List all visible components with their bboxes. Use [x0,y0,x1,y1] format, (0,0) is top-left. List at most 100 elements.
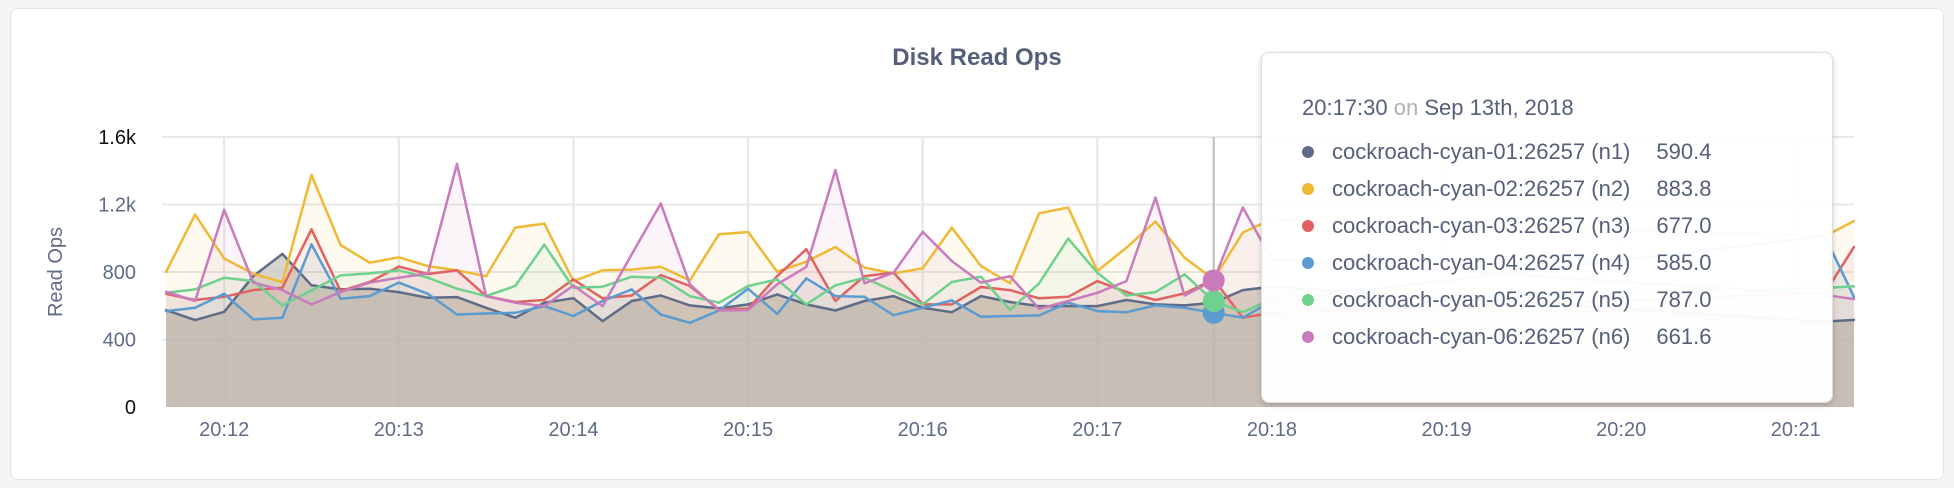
data-point [1154,304,1157,307]
tooltip-series-name: cockroach-cyan-03:26257 (n3) [1332,213,1631,238]
data-point [950,226,953,229]
data-point [1008,300,1012,304]
data-point [1241,231,1245,234]
data-point [543,298,546,302]
data-point [514,311,517,315]
data-point [281,288,284,292]
data-point [1067,206,1070,209]
data-point [688,294,692,298]
data-point [514,301,517,304]
data-point [1183,273,1186,276]
tooltip-series-name: cockroach-cyan-02:26257 (n2) [1332,176,1631,201]
data-point [514,226,517,229]
data-point [834,245,837,249]
data-point [281,316,284,319]
tooltip-row: cockroach-cyan-05:26257 (n5) 787.0 [1302,285,1711,315]
data-point [1241,288,1245,292]
data-point [310,173,313,177]
tooltip-series-name: cockroach-cyan-04:26257 (n4) [1332,250,1631,275]
data-point [514,316,517,319]
data-point [455,295,459,299]
series-dot-icon [1302,183,1314,195]
data-point [455,269,459,272]
data-point [368,294,371,298]
data-point [1852,285,1856,288]
tooltip-series-name: cockroach-cyan-05:26257 (n5) [1332,287,1631,312]
data-point [1125,246,1128,249]
data-point [1154,196,1157,199]
data-point [310,289,313,292]
data-point [223,295,226,299]
data-point [950,303,953,306]
data-point [863,299,866,303]
data-point [601,297,604,300]
data-point [281,304,284,307]
data-point [1037,212,1041,215]
data-point [775,312,779,316]
data-point [601,285,604,288]
data-point [281,280,284,284]
data-point [659,273,662,277]
data-point [164,270,168,274]
tooltip-series-value: 585.0 [1656,250,1712,275]
data-point [193,213,197,216]
data-point [921,303,924,306]
data-point [1096,291,1099,294]
data-point [979,315,983,318]
data-point [310,284,313,287]
data-point [1067,304,1070,308]
data-point [484,312,488,315]
data-point [1852,245,1856,249]
data-point [717,309,721,312]
data-point [950,259,953,263]
data-point [193,306,197,309]
data-point [834,284,837,287]
x-tick-label: 20:16 [898,419,948,441]
data-point [921,230,924,234]
data-point [252,318,255,321]
data-point [1125,279,1128,283]
data-point [310,243,313,246]
data-point [1008,282,1012,285]
x-tick-label: 20:20 [1596,419,1646,441]
data-point [397,276,401,279]
data-point [543,304,546,308]
data-point [717,233,721,236]
data-point [281,286,284,289]
data-point [863,266,866,269]
data-point [543,301,546,304]
data-point [426,292,430,295]
tooltip-time: 20:17:30 [1302,95,1388,120]
data-point [193,299,197,303]
tooltip-row: cockroach-cyan-03:26257 (n3) 677.0 [1302,211,1711,241]
data-point [1852,295,1856,299]
data-point [484,306,488,309]
data-point [426,272,430,275]
x-tick-label: 20:19 [1422,419,1472,441]
x-tick-label: 20:15 [723,419,773,441]
data-point [339,274,342,277]
data-point [1037,297,1041,300]
data-point [455,287,459,290]
data-point [310,303,313,306]
data-point [1096,304,1099,308]
tooltip-series-value: 590.4 [1656,139,1712,164]
tooltip-row: cockroach-cyan-04:26257 (n4) 585.0 [1302,248,1711,278]
series-dot-icon [1302,146,1314,158]
data-point [892,271,895,274]
x-tick-label: 20:18 [1247,419,1297,441]
x-tick-label: 20:13 [374,419,424,441]
data-point [223,310,226,314]
y-tick-label: 1.2k [98,195,137,217]
data-point [979,275,983,278]
data-point [1037,307,1041,310]
data-point [1125,310,1128,314]
data-point [1241,206,1245,209]
data-point [601,299,604,303]
data-point [339,243,342,247]
data-point [834,309,837,312]
tooltip-series-name: cockroach-cyan-01:26257 (n1) [1332,139,1631,164]
data-point [1067,237,1070,240]
data-point [223,292,226,295]
hover-marker [1202,269,1225,292]
